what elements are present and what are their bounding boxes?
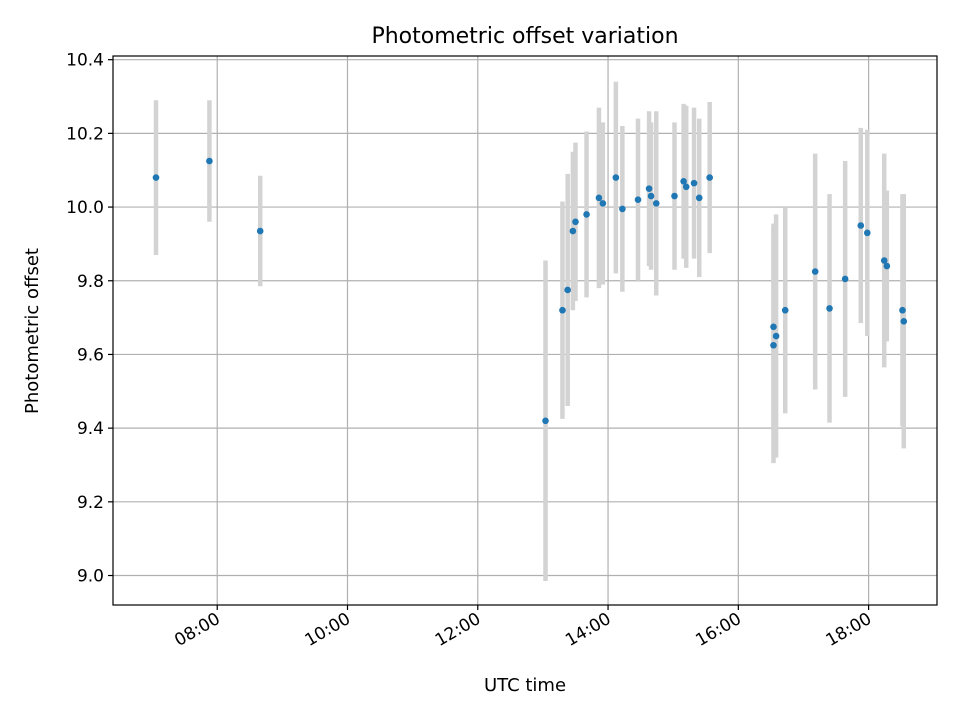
plot-frame <box>112 55 938 606</box>
data-point <box>647 192 655 200</box>
grid-layer <box>113 56 937 605</box>
data-point <box>770 323 777 331</box>
y-axis-label: Photometric offset <box>22 248 43 414</box>
data-point <box>864 229 871 237</box>
data-point <box>152 174 160 181</box>
data-point <box>841 275 849 283</box>
data-point <box>695 194 703 202</box>
data-point <box>811 268 819 275</box>
x-axis-label: UTC time <box>484 675 566 696</box>
y-tick-label: 9.8 <box>77 272 104 292</box>
data-point <box>595 194 603 202</box>
data-point <box>569 227 577 235</box>
data-point <box>564 286 571 294</box>
data-point <box>680 177 687 185</box>
data-point <box>542 417 549 425</box>
y-tick-label: 10.4 <box>66 51 104 71</box>
point-layer <box>152 157 908 425</box>
data-point <box>826 305 833 312</box>
data-point <box>599 200 607 207</box>
data-point <box>899 306 906 314</box>
data-point <box>619 205 626 213</box>
data-point <box>900 317 908 325</box>
data-point <box>690 179 698 187</box>
y-tick-label: 9.6 <box>77 345 104 365</box>
data-point <box>880 257 888 264</box>
y-tick-label: 10.0 <box>66 198 104 218</box>
data-point <box>652 200 660 207</box>
y-tick-label: 9.0 <box>77 567 104 587</box>
data-point <box>612 174 620 181</box>
data-point <box>706 174 713 181</box>
data-point <box>572 218 579 226</box>
data-point <box>781 306 789 314</box>
data-point <box>634 196 642 203</box>
data-point <box>883 262 891 270</box>
data-point <box>671 192 678 200</box>
data-point <box>772 332 780 340</box>
data-point <box>583 211 590 218</box>
y-tick-label: 9.4 <box>77 419 104 439</box>
y-tick-label: 9.2 <box>77 493 104 513</box>
y-tick-label: 10.2 <box>66 124 104 144</box>
data-point <box>645 185 653 192</box>
chart-title: Photometric offset variation <box>371 24 678 49</box>
data-point <box>256 227 264 235</box>
data-point <box>682 183 690 191</box>
data-point <box>857 222 865 229</box>
data-point <box>206 157 213 165</box>
data-point <box>559 306 566 314</box>
data-point <box>770 341 777 349</box>
